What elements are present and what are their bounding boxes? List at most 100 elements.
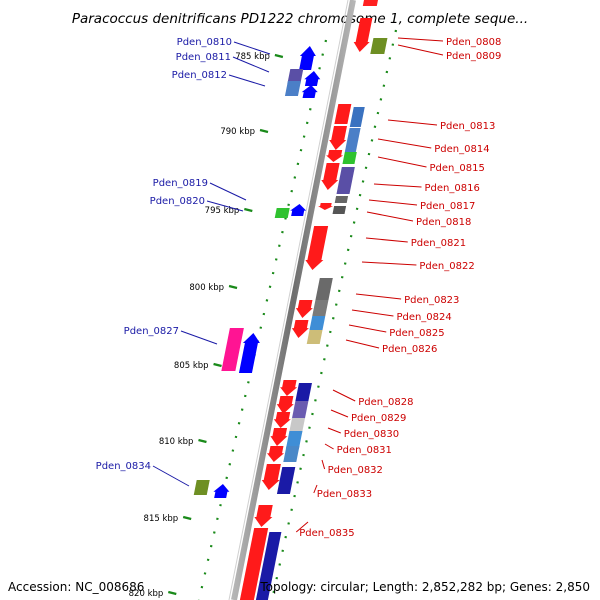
gene-feature[interactable] [238,333,260,373]
gene-feature[interactable] [332,206,347,214]
gene-label-reverse[interactable]: Pden_0821 [411,238,466,249]
gene-leader-line [233,41,271,55]
map-title: Paracoccus denitrificans PD1222 chromoso… [72,11,528,27]
gene-feature[interactable] [274,208,290,218]
gene-label-forward[interactable]: Pden_0820 [150,196,205,207]
gene-label-reverse[interactable]: Pden_0815 [430,163,485,174]
gene-feature[interactable] [304,71,321,86]
gene-feature[interactable] [284,81,301,96]
scale-tick [198,438,207,444]
backbone [231,0,356,600]
gene-feature[interactable] [291,401,309,419]
gene-feature[interactable] [334,104,352,124]
gene-feature[interactable] [291,320,309,338]
gene-label-reverse[interactable]: Pden_0808 [446,37,501,48]
gene-leader-line [332,389,356,402]
gene-feature[interactable] [239,528,269,600]
gene-leader-line [397,44,444,56]
gene-leader-line [321,459,326,470]
gene-feature[interactable] [288,418,306,434]
gene-feature[interactable] [280,380,298,396]
gene-feature[interactable] [295,383,312,401]
gene-feature[interactable] [326,150,344,162]
gene-feature[interactable] [287,69,304,84]
gene-feature[interactable] [353,18,373,52]
gene-label-reverse[interactable]: Pden_0828 [358,397,413,408]
scale-tick-label: 795 kbp [205,206,240,216]
gene-feature[interactable] [299,46,316,70]
gene-feature[interactable] [334,196,349,203]
gene-label-reverse[interactable]: Pden_0825 [389,328,444,339]
gene-label-reverse[interactable]: Pden_0824 [396,312,451,323]
gene-label-reverse[interactable]: Pden_0835 [299,528,354,539]
gene-label-reverse[interactable]: Pden_0830 [344,429,399,440]
gene-leader-line [348,324,387,333]
gene-leader-line [368,199,418,206]
gene-leader-line [373,183,422,188]
gene-leader-line [366,211,414,222]
gene-feature[interactable] [336,167,355,194]
gene-feature[interactable] [276,467,296,494]
gene-label-forward[interactable]: Pden_0827 [124,326,179,337]
gene-feature[interactable] [370,38,388,54]
gene-leader-line [327,427,341,434]
gene-feature[interactable] [193,480,210,495]
gene-leader-line [397,37,444,42]
gene-feature[interactable] [342,152,357,164]
gene-label-forward[interactable]: Pden_0812 [172,70,227,81]
gene-feature[interactable] [254,505,273,527]
gene-feature[interactable] [276,396,294,414]
gene-leader-line [209,182,247,201]
gene-feature[interactable] [221,328,244,371]
gene-label-reverse[interactable]: Pden_0809 [446,51,501,62]
gene-feature[interactable] [261,464,281,490]
gene-label-reverse[interactable]: Pden_0816 [425,183,480,194]
gene-feature[interactable] [306,330,323,344]
gene-feature[interactable] [295,300,313,318]
gene-feature[interactable] [301,85,318,98]
gene-label-reverse[interactable]: Pden_0822 [419,261,474,272]
gene-leader-line [345,339,380,349]
scale-tick [228,284,238,290]
gene-feature[interactable] [305,226,329,270]
gene-feature[interactable] [309,316,326,330]
gene-feature[interactable] [315,278,333,300]
gene-label-reverse[interactable]: Pden_0826 [382,344,437,355]
gene-leader-line [377,156,427,168]
gene-label-forward[interactable]: Pden_0834 [96,461,151,472]
scale-tick-label: 815 kbp [144,514,179,524]
gene-label-reverse[interactable]: Pden_0823 [404,295,459,306]
gene-feature[interactable] [283,446,300,462]
gene-leader-line [313,484,318,494]
gene-feature[interactable] [321,163,340,190]
gene-feature[interactable] [213,484,230,498]
scale-tick-label: 800 kbp [189,283,224,293]
gene-feature[interactable] [255,532,282,600]
gene-label-forward[interactable]: Pden_0811 [176,52,231,63]
gene-feature[interactable] [267,446,285,462]
gene-label-forward[interactable]: Pden_0819 [153,178,208,189]
gene-label-reverse[interactable]: Pden_0829 [351,413,406,424]
gene-label-reverse[interactable]: Pden_0832 [328,465,383,476]
scale-tick-label: 790 kbp [220,127,255,137]
gene-feature[interactable] [329,126,347,150]
topology-text: Topology: circular; Length: 2,852,282 bp… [260,580,590,594]
gene-label-reverse[interactable]: Pden_0833 [317,489,372,500]
gene-feature[interactable] [273,412,291,428]
gene-feature[interactable] [290,204,307,216]
gene-leader-line [324,443,334,450]
gene-label-reverse[interactable]: Pden_0817 [420,201,475,212]
gene-label-reverse[interactable]: Pden_0813 [440,121,495,132]
gene-leader-line [355,293,402,300]
gene-label-reverse[interactable]: Pden_0814 [434,144,489,155]
gene-feature[interactable] [285,431,303,449]
gene-feature[interactable] [270,428,288,446]
gene-feature[interactable] [344,128,361,152]
gene-feature[interactable] [312,300,329,316]
gene-feature[interactable] [318,203,334,210]
gene-feature[interactable] [362,0,378,6]
gene-label-forward[interactable]: Pden_0810 [177,37,232,48]
gene-label-reverse[interactable]: Pden_0818 [416,217,471,228]
gene-label-reverse[interactable]: Pden_0831 [337,445,392,456]
gene-feature[interactable] [349,107,365,127]
